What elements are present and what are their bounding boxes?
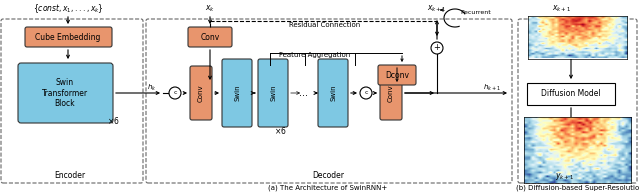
Text: Diffusion Model: Diffusion Model (541, 90, 601, 98)
FancyBboxPatch shape (188, 27, 232, 47)
Circle shape (360, 87, 372, 99)
Text: Decoder: Decoder (312, 170, 344, 180)
Circle shape (169, 87, 181, 99)
FancyBboxPatch shape (318, 59, 348, 127)
Text: $\{const, x_1, ..., x_k\}$: $\{const, x_1, ..., x_k\}$ (33, 3, 104, 15)
FancyBboxPatch shape (18, 63, 113, 123)
Text: ...: ... (298, 88, 307, 98)
FancyBboxPatch shape (378, 65, 416, 85)
FancyBboxPatch shape (380, 66, 402, 120)
Text: $x_k$: $x_k$ (205, 4, 215, 14)
Bar (527, 83, 615, 105)
FancyBboxPatch shape (25, 27, 112, 47)
Circle shape (431, 42, 443, 54)
Text: $h_{k+1}$: $h_{k+1}$ (483, 83, 501, 93)
Text: $x_{k+1}$: $x_{k+1}$ (552, 4, 572, 14)
Text: (b) Diffusion-based Super-Resolutio: (b) Diffusion-based Super-Resolutio (516, 185, 639, 191)
Text: Conv: Conv (198, 84, 204, 102)
Text: Conv: Conv (388, 84, 394, 102)
FancyBboxPatch shape (190, 66, 212, 120)
Text: $y_{k+1}$: $y_{k+1}$ (556, 171, 575, 183)
Text: c: c (364, 90, 368, 96)
Text: $\times 6$: $\times 6$ (274, 126, 286, 136)
Text: Recurrent: Recurrent (461, 10, 492, 14)
FancyBboxPatch shape (222, 59, 252, 127)
Text: Encoder: Encoder (54, 170, 86, 180)
Text: $x_{k+1}$: $x_{k+1}$ (428, 4, 447, 14)
Text: Swin: Swin (330, 85, 336, 101)
Text: Cube Embedding: Cube Embedding (35, 33, 100, 42)
Text: Swin: Swin (234, 85, 240, 101)
Text: $\times 6$: $\times 6$ (107, 114, 120, 126)
Text: Feature Aggregation: Feature Aggregation (280, 52, 351, 58)
Text: Dconv: Dconv (385, 71, 409, 80)
Text: Swin
Transformer
Block: Swin Transformer Block (42, 78, 88, 108)
Text: Swin: Swin (270, 85, 276, 101)
FancyBboxPatch shape (258, 59, 288, 127)
Text: c: c (173, 90, 177, 96)
Text: $h_k$: $h_k$ (147, 83, 157, 93)
Text: Conv: Conv (200, 33, 220, 42)
Text: (a) The Architecture of SwinRNN+: (a) The Architecture of SwinRNN+ (268, 185, 388, 191)
Text: +: + (433, 43, 440, 52)
Text: Residual Connection: Residual Connection (289, 22, 360, 28)
